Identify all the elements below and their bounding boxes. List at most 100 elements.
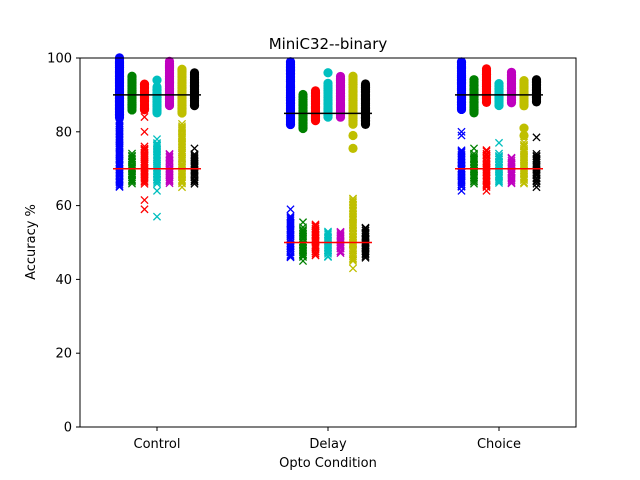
circle-point: [519, 75, 529, 86]
cross-point: [140, 205, 149, 214]
y-axis-title: Accuracy %: [24, 204, 39, 280]
cross-point: [311, 220, 320, 229]
circle-point: [519, 123, 529, 133]
circle-point: [323, 78, 333, 88]
cross-point: [482, 147, 491, 156]
cross-point: [348, 264, 358, 273]
cross-point: [177, 183, 187, 192]
x-tick-label: Choice: [477, 437, 521, 452]
circle-point: [469, 75, 479, 85]
cross-point: [298, 247, 308, 256]
cross-point: [361, 224, 370, 233]
cross-point: [469, 151, 479, 160]
cross-point: [457, 148, 466, 157]
cross-point: [457, 127, 466, 136]
circle-point: [348, 143, 358, 154]
circle-point: [177, 64, 187, 74]
cross-point: [177, 119, 187, 128]
circle-point: [189, 68, 200, 78]
cross-point: [152, 135, 162, 144]
circle-point: [481, 64, 492, 74]
cross-point: [311, 251, 320, 260]
cross-point: [482, 146, 491, 155]
x-tick-label: Delay: [309, 437, 347, 452]
cross-point: [348, 198, 358, 207]
circle-point: [164, 56, 175, 66]
cross-point: [323, 227, 333, 236]
cross-point: [298, 256, 308, 266]
cross-point: [152, 186, 162, 195]
cross-point: [286, 213, 295, 222]
cross-point: [140, 145, 149, 154]
x-axis-ticks: Control Delay Choice: [134, 427, 521, 452]
cross-point: [286, 222, 295, 231]
cross-point: [298, 225, 308, 234]
y-tick-label: 40: [55, 273, 72, 288]
circle-point: [348, 71, 358, 81]
cross-point: [190, 144, 199, 153]
x-tick-label: Control: [134, 437, 181, 452]
cross-point: [152, 163, 162, 172]
cross-point: [140, 127, 149, 136]
circle-point: [531, 75, 542, 85]
y-tick-label: 80: [55, 125, 72, 140]
cross-point: [482, 186, 491, 195]
y-tick-label: 0: [64, 421, 72, 436]
cross-point: [348, 194, 358, 203]
cross-point: [519, 148, 529, 157]
cross-point: [298, 218, 308, 227]
cross-point: [361, 223, 370, 232]
cross-point: [165, 149, 174, 158]
cross-point: [507, 156, 516, 165]
cross-point: [457, 186, 466, 195]
cross-point: [519, 140, 529, 149]
circle-point: [139, 79, 150, 89]
cross-point: [152, 212, 162, 221]
y-axis-ticks: 0 20 40 60 80 100: [47, 52, 80, 436]
chart-title: MiniC32--binary: [269, 35, 388, 53]
cross-point: [519, 138, 529, 147]
cross-point: [494, 149, 504, 158]
circle-point: [519, 130, 529, 141]
cross-point: [457, 147, 466, 156]
circle-point: [310, 86, 321, 96]
cross-point: [190, 168, 199, 178]
circle-point: [506, 67, 517, 77]
cross-point: [361, 226, 370, 235]
cross-point: [507, 153, 516, 162]
circle-point: [298, 89, 308, 100]
cross-point: [140, 144, 149, 153]
circle-point: [152, 82, 162, 92]
cross-point: [311, 221, 320, 230]
circle-point: [335, 71, 346, 82]
cross-point: [457, 131, 466, 140]
circle-point: [456, 57, 467, 67]
cross-point: [127, 152, 137, 161]
cross-point: [336, 227, 345, 236]
cross-point: [469, 144, 479, 153]
cross-point: [494, 138, 504, 147]
cross-point: [286, 205, 295, 214]
cross-point: [519, 141, 529, 151]
cross-point: [469, 153, 479, 162]
cross-point: [532, 149, 541, 158]
circle-point: [152, 75, 162, 85]
circle-point: [285, 57, 296, 67]
cross-point: [286, 215, 295, 224]
y-tick-label: 60: [55, 199, 72, 214]
cross-point: [323, 228, 333, 237]
cross-point: [190, 151, 199, 160]
cross-point: [457, 146, 466, 155]
x-axis-title: Opto Condition: [279, 456, 377, 471]
cross-point: [190, 150, 199, 159]
cross-point: [140, 142, 149, 151]
cross-point: [348, 196, 358, 206]
cross-point: [494, 151, 504, 160]
cross-point: [127, 149, 137, 158]
cross-point: [190, 153, 199, 162]
cross-point: [177, 122, 187, 131]
cross-point: [140, 112, 149, 122]
cross-point: [286, 212, 295, 221]
